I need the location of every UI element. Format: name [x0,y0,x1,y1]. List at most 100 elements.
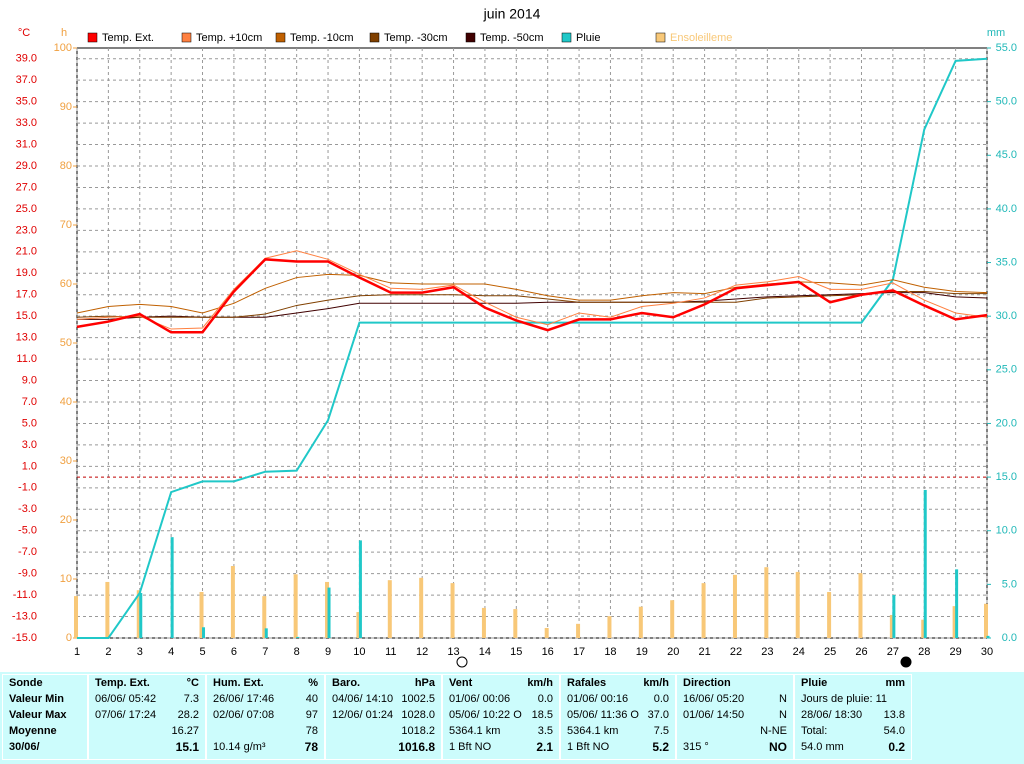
sun-bar [827,591,832,638]
series-line [76,273,988,314]
sun-bar [387,580,392,638]
y-tick-label: -15.0 [12,632,37,644]
column-title: Rafales [567,677,607,689]
cell-label: 04/06/ 14:10 [332,693,394,705]
stats-row: 1 Bft NO 5.2 [561,739,675,755]
legend-swatch [369,32,380,43]
legend-swatch [87,32,98,43]
stats-row: 5364.1 km 7.5 [561,723,675,739]
cell-value: 37.0 [647,709,669,721]
column-title: Pluie [801,677,828,689]
h-tick-label: 60 [60,278,72,290]
cell-label: 315 ° [683,741,709,753]
stats-row: 04/06/ 14:10 1002.5 [326,691,441,707]
y-tick-label: 17.0 [16,289,37,301]
h-tick-label: 0 [66,632,72,644]
sun-bar [701,583,706,638]
column-header: Direction [677,675,793,691]
column-unit: °C [186,677,199,689]
stats-row: 16.27 [89,723,205,739]
sun-bar [513,609,518,638]
h-tick-label: 30 [60,455,72,467]
sun-bar [858,573,863,638]
stats-row: 78 [207,723,324,739]
sun-bar [576,623,581,638]
x-tick-label: 1 [74,646,80,658]
cell-label: 02/06/ 07:08 [213,709,275,721]
legend-label: Temp. Ext. [102,32,154,44]
legend-swatch [465,32,476,43]
cell-value: 0.0 [537,693,553,705]
cell-value: 15.1 [175,740,199,754]
cell-value: 0.2 [888,740,905,754]
y2-tick-label: 15.0 [996,471,1017,483]
cell-value: 78 [304,740,318,754]
y-tick-label: -5.0 [18,525,37,537]
h-tick-label: 50 [60,337,72,349]
stats-row: 12/06/ 01:24 1028.0 [326,707,441,723]
legend-label: Temp. -50cm [480,32,544,44]
y2-tick-label: 20.0 [996,417,1017,429]
stats-row: 05/06/ 11:36 O 37.0 [561,707,675,723]
stats-row: Moyenne [3,723,87,739]
stats-row: 16/06/ 05:20 N [677,691,793,707]
x-tick-label: 30 [981,646,993,658]
stats-row: 1018.2 [326,723,441,739]
rain-bar [327,587,331,638]
y-tick-label: -9.0 [18,568,37,580]
y-tick-label: 21.0 [16,246,37,258]
sun-bar [230,566,235,638]
stats-column: Rafales km/h 01/06/ 00:16 0.0 05/06/ 11:36 O… [560,674,676,760]
stats-row: N-NE [677,723,793,739]
legend-swatch [275,32,286,43]
sun-bar [984,603,988,638]
series-line [76,258,988,334]
stats-row: 1016.8 [326,739,441,755]
y2-tick-label: 0.0 [1002,632,1017,644]
x-tick-label: 3 [137,646,143,658]
sun-bar [293,574,298,638]
cell-value: NO [769,740,787,754]
stats-row: 15.1 [89,739,205,755]
y-tick-label: -3.0 [18,503,37,515]
sun-bar [450,583,455,638]
cell-label: 16/06/ 05:20 [683,693,745,705]
cell-label: 28/06/ 18:30 [801,709,863,721]
x-tick-label: 13 [447,646,459,658]
rain-bar [955,569,959,638]
stats-row: 5364.1 km 3.5 [443,723,559,739]
stats-row: Jours de pluie: 11 [795,691,911,707]
y2-tick-label: 40.0 [996,203,1017,215]
y2-tick-label: 50.0 [996,96,1017,108]
column-title: Temp. Ext. [95,677,150,689]
moon-icon [456,656,468,668]
legend-swatch [561,32,572,43]
y-tick-label: 11.0 [16,353,37,365]
y2-tick-label: 55.0 [996,42,1017,54]
series-line [76,291,987,318]
h-tick-label: 20 [60,514,72,526]
x-tick-label: 24 [793,646,805,658]
legend-swatch [655,32,666,43]
chart-title: juin 2014 [483,6,541,22]
cell-label: 5364.1 km [567,725,619,737]
stats-row: 01/06/ 14:50 N [677,707,793,723]
y2-tick-label: 10.0 [996,525,1017,537]
cell-label: 30/06/ [9,741,40,753]
rain-bar [264,628,268,638]
stats-column: Temp. Ext. °C 06/06/ 05:42 7.3 07/06/ 17:24 2… [88,674,206,760]
moon-icon [900,656,912,668]
cell-value: 1002.5 [401,693,435,705]
column-unit: mm [885,677,905,689]
x-tick-label: 2 [105,646,111,658]
x-tick-label: 7 [262,646,268,658]
cell-value: 97 [305,709,318,721]
column-header: Temp. Ext. °C [89,675,205,691]
stats-row: 01/06/ 00:06 0.0 [443,691,559,707]
x-tick-label: 10 [353,646,365,658]
x-tick-label: 6 [231,646,237,658]
stats-row: 07/06/ 17:24 28.2 [89,707,205,723]
legend-label: Temp. +10cm [196,32,262,44]
y-tick-label: 27.0 [16,181,37,193]
